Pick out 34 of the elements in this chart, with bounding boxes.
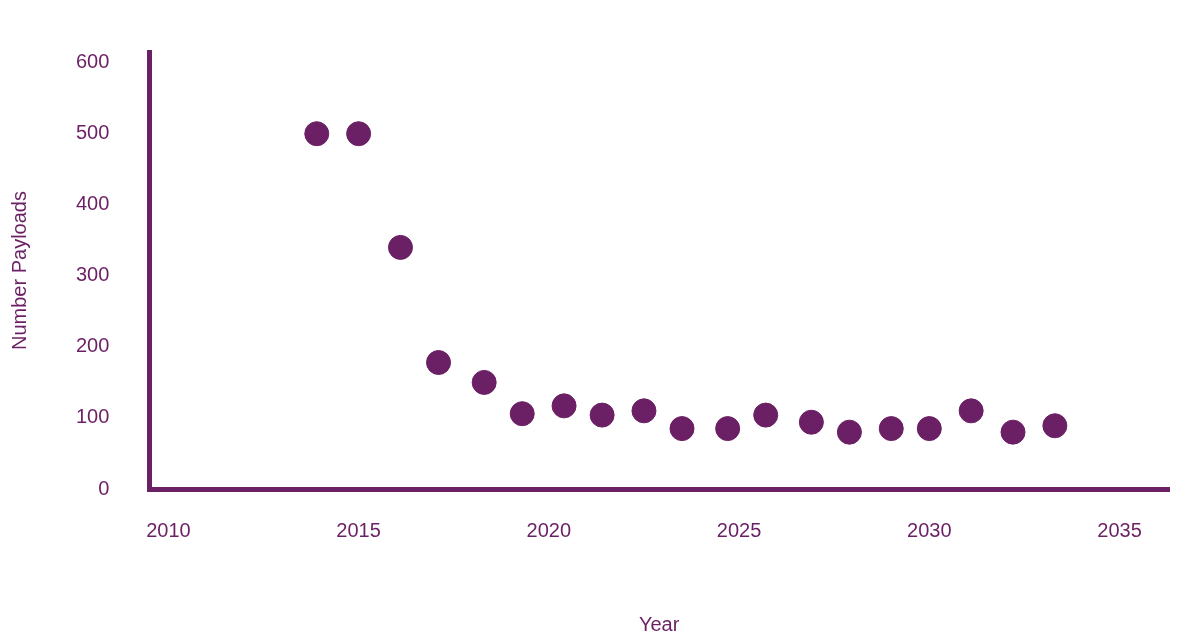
point [753,402,779,428]
point [798,409,824,435]
point [589,402,615,428]
y-tick-label: 500 [75,121,110,144]
point [878,416,904,442]
point [426,350,452,376]
point [631,398,657,424]
y-tick-label: 400 [75,192,110,215]
point [715,416,741,442]
y-axis-title: Number Payloads [7,191,30,350]
y-tick-label: 300 [75,263,110,286]
y-tick-label: 200 [75,334,110,357]
x-tick-label: 2010 [146,518,191,541]
point [669,416,695,442]
point [471,369,497,395]
point [509,401,535,427]
y-tick-label: 600 [75,50,110,73]
point [551,393,577,419]
point [1000,419,1026,445]
y-tick-label: 100 [75,405,110,428]
point [836,419,862,445]
point [387,234,413,260]
point [916,416,942,442]
point [304,121,330,147]
x-tick-label: 2020 [526,518,572,541]
x-tick-label: 2035 [1097,518,1142,541]
point [958,398,984,424]
x-axis-title: Year [638,612,680,635]
point [346,121,372,147]
point [1042,413,1068,439]
x-tick-label: 2030 [907,518,952,541]
y-tick-label: 0 [98,476,110,499]
x-tick-label: 2025 [716,518,762,541]
x-tick-label: 2015 [336,518,381,541]
